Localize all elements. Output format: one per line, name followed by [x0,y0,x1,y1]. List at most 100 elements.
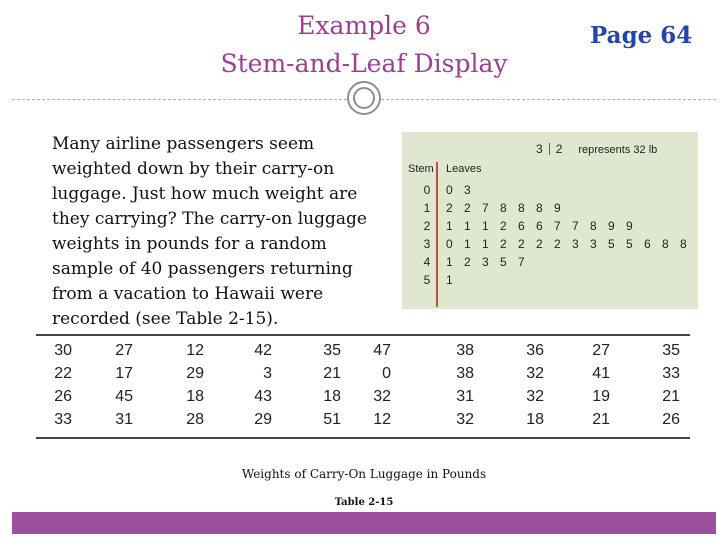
leaf-value: 8 [662,237,669,251]
table-caption: Weights of Carry-On Luggage in Pounds [241,467,487,481]
leaf-value: 2 [554,237,561,251]
key-leaf: 2 [555,142,563,156]
leaf-value: 9 [554,201,561,215]
stem-value: 5 [423,273,431,287]
table-cell: 18 [526,411,544,428]
stem-leaf-key: 3 2 represents 32 lb [536,142,657,156]
table-cell: 32 [526,365,544,382]
leaf-value: 3 [572,237,579,251]
leaf-value: 7 [518,255,525,269]
table-cell: 32 [526,388,544,405]
leaf-value: 6 [536,219,543,233]
table-cell: 31 [456,388,474,405]
table-cell: 35 [323,342,341,359]
table-cell: 29 [186,365,204,382]
leaf-value: 6 [644,237,651,251]
slide-title-line2: Stem-and-Leaf Display [220,49,508,78]
table-cell: 26 [662,411,680,428]
table-cell: 12 [186,342,204,359]
leaf-value: 8 [500,201,507,215]
table-cell: 31 [115,411,133,428]
leaf-value: 3 [590,237,597,251]
leaf-value: 0 [446,183,453,197]
leaf-value: 1 [446,273,453,287]
leaf-value: 2 [518,237,525,251]
table-cell: 47 [373,342,391,359]
table-cell: 18 [186,388,204,405]
leaf-value: 2 [464,255,471,269]
leaf-value: 1 [446,255,453,269]
stem-leaf-divider [436,162,438,307]
table-cell: 41 [592,365,610,382]
leaves-header: Leaves [446,163,482,175]
table-cell: 33 [54,411,72,428]
table-cell: 21 [592,411,610,428]
leaf-value: 8 [680,237,687,251]
stem-value: 1 [423,201,431,215]
table-top-border [36,334,690,336]
table-cell: 22 [54,365,72,382]
leaf-value: 2 [500,219,507,233]
table-label: Table 2-15 [334,497,394,508]
table-cell: 30 [54,342,72,359]
leaf-value: 3 [464,183,471,197]
key-divider [548,143,550,155]
leaf-value: 7 [572,219,579,233]
stem-value: 4 [423,255,431,269]
table-row: 33 31 28 29 51 12 32 18 21 26 [0,411,728,433]
leaf-value: 8 [590,219,597,233]
table-cell: 27 [592,342,610,359]
leaf-value: 2 [446,201,453,215]
leaf-value: 5 [608,237,615,251]
leaf-value: 8 [518,201,525,215]
table-cell: 18 [323,388,341,405]
table-cell: 12 [373,411,391,428]
decorative-ring-icon [347,81,381,115]
leaf-value: 9 [608,219,615,233]
key-text: represents 32 lb [578,144,658,156]
table-cell: 3 [263,365,272,382]
slide-title-line1: Example 6 [297,11,431,40]
table-cell: 28 [186,411,204,428]
table-cell: 0 [382,365,391,382]
table-cell: 27 [115,342,133,359]
divider-right [381,99,716,100]
leaf-value: 6 [518,219,525,233]
leaf-value: 5 [626,237,633,251]
leaf-value: 2 [536,237,543,251]
table-cell: 51 [323,411,341,428]
table-row: 22 17 29 3 21 0 38 32 41 33 [0,365,728,387]
leaves: 1 [446,273,464,287]
table-cell: 38 [456,365,474,382]
leaf-value: 2 [500,237,507,251]
table-cell: 42 [254,342,272,359]
table-cell: 35 [662,342,680,359]
leaf-value: 9 [626,219,633,233]
leaf-value: 7 [482,201,489,215]
table-cell: 21 [323,365,341,382]
problem-paragraph: Many airline passengers seem weighted do… [52,134,367,329]
stem-value: 3 [423,237,431,251]
leaf-value: 1 [446,219,453,233]
table-bottom-border [36,437,690,439]
table-row: 30 27 12 42 35 47 38 36 27 35 [0,342,728,364]
leaf-value: 7 [554,219,561,233]
leaf-value: 1 [464,237,471,251]
stem-value: 2 [423,219,431,233]
table-cell: 29 [254,411,272,428]
stem-header: Stem [408,163,434,175]
table-cell: 19 [592,388,610,405]
table-cell: 45 [115,388,133,405]
table-cell: 36 [526,342,544,359]
divider-left [12,99,347,100]
leaf-value: 1 [482,219,489,233]
